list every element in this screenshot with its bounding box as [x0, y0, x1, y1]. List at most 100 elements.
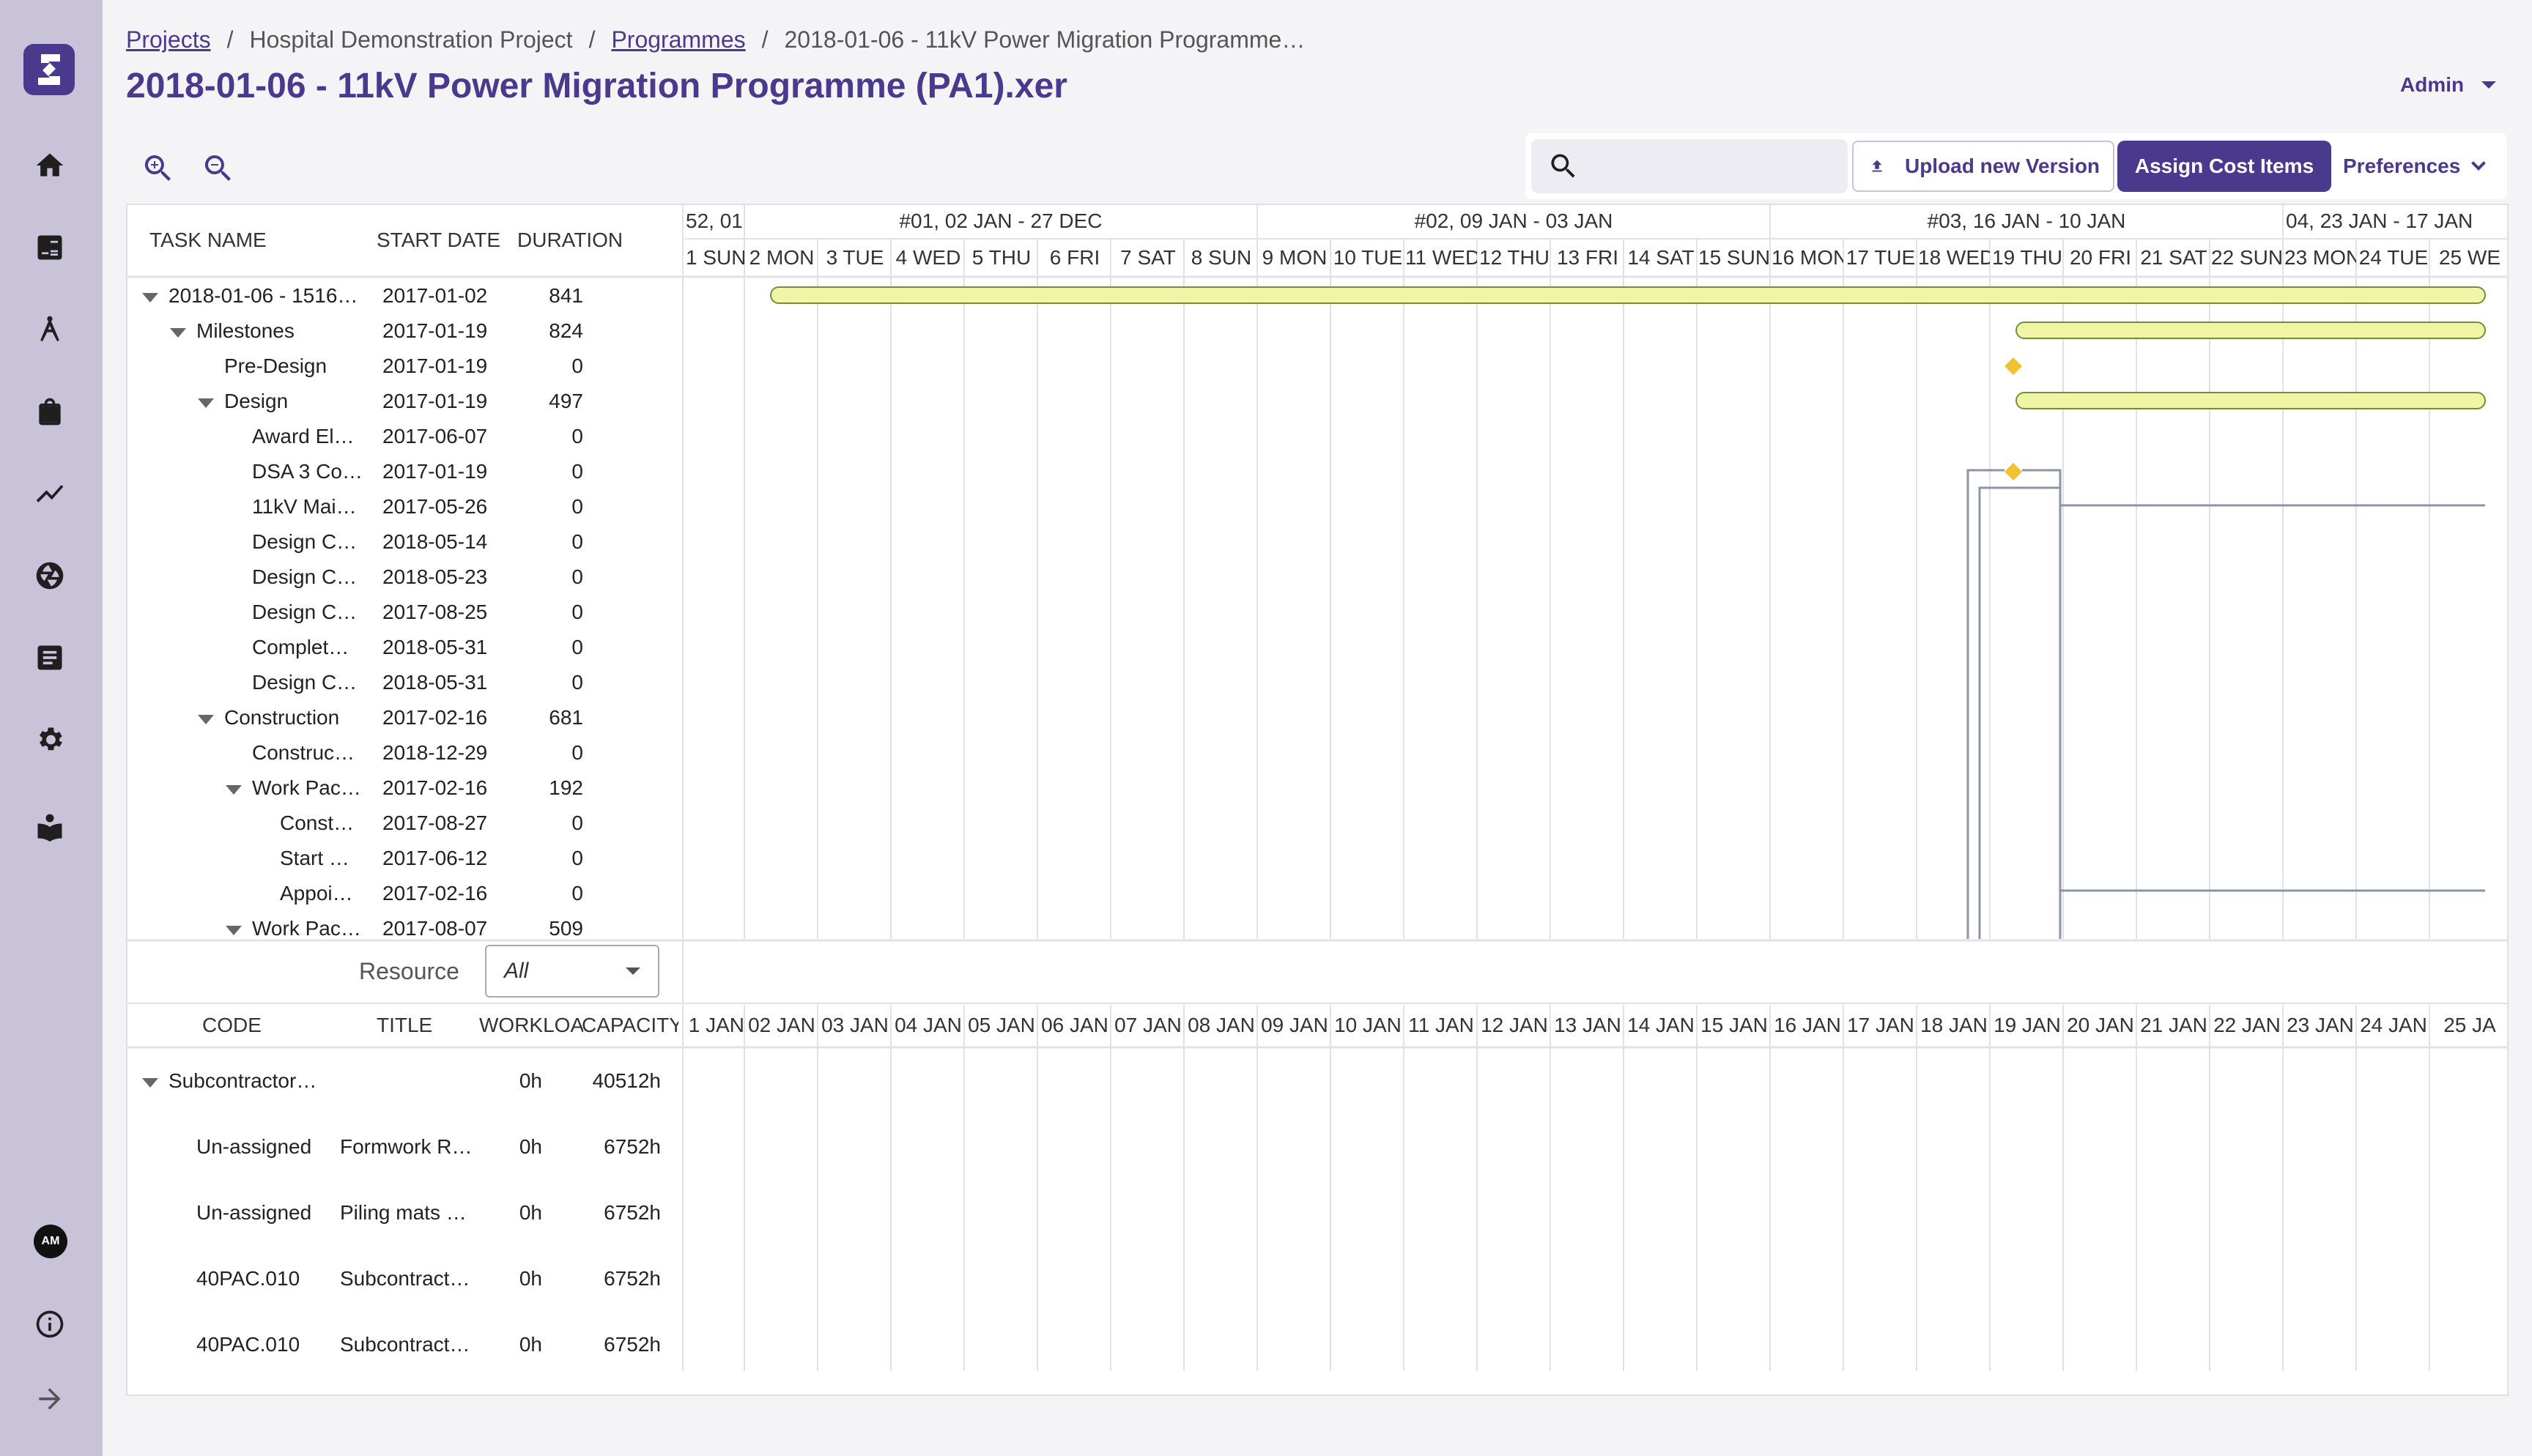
- task-duration: 0: [571, 354, 583, 377]
- task-name[interactable]: DSA 3 Co…: [252, 460, 363, 483]
- task-name[interactable]: 11kV Mai…: [252, 495, 357, 518]
- assign-cost-items-button[interactable]: Assign Cost Items: [2117, 141, 2331, 192]
- gear-icon[interactable]: [29, 719, 70, 760]
- zoom-out-button[interactable]: [201, 151, 236, 186]
- timeline-day-label: 17 TUE: [1846, 246, 1916, 269]
- task-start-date: 2017-08-25: [382, 601, 488, 623]
- timeline-day-label: 22 SUN: [2211, 246, 2283, 269]
- task-name[interactable]: Complet…: [252, 636, 349, 658]
- expand-toggle-icon[interactable]: [198, 398, 214, 408]
- expand-toggle-icon[interactable]: [142, 293, 158, 302]
- trend-icon[interactable]: [29, 473, 70, 514]
- col-header-code[interactable]: CODE: [202, 1014, 262, 1036]
- resource-day-label: 15 JAN: [1700, 1014, 1768, 1036]
- task-name[interactable]: Design C…: [252, 565, 358, 588]
- col-header-task-name[interactable]: TASK NAME: [149, 229, 267, 251]
- task-name[interactable]: Pre-Design: [224, 354, 327, 377]
- timeline-day-label: 7 SAT: [1120, 246, 1176, 269]
- col-header-start-date[interactable]: START DATE: [377, 229, 501, 251]
- task-name[interactable]: Work Pac…: [252, 776, 361, 799]
- expand-sidebar-icon[interactable]: [29, 1378, 70, 1419]
- timeline-day-label: 19 THU: [1992, 246, 2062, 269]
- app-logo[interactable]: [23, 44, 75, 95]
- breadcrumb-programmes-link[interactable]: Programmes: [611, 26, 746, 53]
- timeline-day-label: 5 THU: [971, 246, 1032, 269]
- resource-code[interactable]: Subcontractor…: [169, 1069, 317, 1092]
- col-header-duration[interactable]: DURATION: [517, 229, 623, 251]
- calculator-icon[interactable]: [29, 227, 70, 268]
- task-duration: 0: [571, 425, 583, 447]
- resource-code[interactable]: Un-assigned: [196, 1201, 312, 1224]
- home-icon[interactable]: [29, 145, 70, 186]
- resource-title: Piling mats …: [340, 1201, 467, 1224]
- briefcase-icon[interactable]: [29, 391, 70, 432]
- resource-code[interactable]: 40PAC.010: [196, 1267, 300, 1290]
- task-duration: 0: [571, 882, 583, 905]
- task-name[interactable]: Award El…: [252, 425, 355, 447]
- task-name[interactable]: Milestones: [196, 319, 295, 342]
- resource-code[interactable]: 40PAC.010: [196, 1333, 300, 1356]
- timeline-day-label: 18 WED: [1918, 246, 1990, 269]
- aperture-icon[interactable]: [29, 555, 70, 596]
- resource-day-label: 05 JAN: [968, 1014, 1035, 1036]
- task-name[interactable]: Construction: [224, 706, 340, 729]
- task-name[interactable]: Appoi…: [280, 882, 353, 905]
- timeline-day-label: 10 TUE: [1333, 246, 1403, 269]
- resource-filter-label: Resource: [359, 958, 459, 984]
- breadcrumb-projects-link[interactable]: Projects: [126, 26, 211, 53]
- compass-icon[interactable]: [29, 309, 70, 350]
- avatar[interactable]: AM: [34, 1225, 67, 1258]
- col-header-title[interactable]: TITLE: [377, 1014, 433, 1036]
- task-start-date: 2017-02-16: [382, 706, 488, 729]
- resource-day-label: 07 JAN: [1114, 1014, 1182, 1036]
- document-icon[interactable]: [29, 637, 70, 678]
- caret-down-icon: [2481, 81, 2497, 89]
- task-duration: 0: [571, 847, 583, 869]
- task-name[interactable]: Design C…: [252, 601, 358, 623]
- task-name[interactable]: Design C…: [252, 671, 358, 694]
- timeline-day-label: 6 FRI: [1049, 246, 1100, 269]
- resource-select[interactable]: All: [485, 945, 659, 998]
- resource-day-label: 04 JAN: [895, 1014, 962, 1036]
- task-name[interactable]: Design C…: [252, 530, 358, 553]
- task-name[interactable]: 2018-01-06 - 1516…: [169, 284, 358, 307]
- resource-capacity: 6752h: [604, 1333, 661, 1356]
- search-input[interactable]: [1590, 155, 1839, 178]
- zoom-in-icon: [144, 155, 171, 181]
- task-name[interactable]: Design: [224, 390, 289, 412]
- expand-toggle-icon[interactable]: [198, 715, 214, 724]
- task-name[interactable]: Construc…: [252, 741, 355, 764]
- task-name[interactable]: Start …: [280, 847, 349, 869]
- upload-new-version-button[interactable]: Upload new Version: [1852, 141, 2114, 192]
- timeline-week-label: #01, 02 JAN - 27 DEC: [899, 209, 1103, 232]
- expand-toggle-icon[interactable]: [170, 328, 186, 338]
- info-icon[interactable]: [29, 1304, 70, 1345]
- resource-day-label: 23 JAN: [2287, 1014, 2354, 1036]
- col-header-capacity[interactable]: CAPACITY: [582, 1014, 678, 1036]
- breadcrumb-separator: /: [226, 26, 234, 53]
- search-box[interactable]: [1531, 139, 1848, 193]
- breadcrumb-project: Hospital Demonstration Project: [249, 26, 573, 53]
- user-menu[interactable]: Admin: [2400, 73, 2497, 97]
- task-duration: 0: [571, 530, 583, 553]
- zoom-in-button[interactable]: [141, 151, 176, 186]
- task-name[interactable]: Work Pac…: [252, 917, 361, 940]
- col-header-workload[interactable]: WORKLOAD: [479, 1014, 583, 1036]
- expand-toggle-icon[interactable]: [142, 1078, 158, 1088]
- timeline-day-label: 14 SAT: [1627, 246, 1695, 269]
- expand-toggle-icon[interactable]: [226, 926, 242, 935]
- resource-capacity: 6752h: [604, 1201, 661, 1224]
- resource-code[interactable]: Un-assigned: [196, 1135, 312, 1158]
- sidebar: AM: [0, 0, 103, 1456]
- task-name[interactable]: Const…: [280, 811, 355, 834]
- task-duration: 0: [571, 565, 583, 588]
- task-start-date: 2017-01-19: [382, 354, 488, 377]
- book-icon[interactable]: [29, 807, 70, 848]
- resource-workload: 0h: [519, 1069, 542, 1092]
- timeline-day-label: 3 TUE: [826, 246, 884, 269]
- preferences-button[interactable]: Preferences: [2343, 141, 2503, 192]
- resource-day-label: 21 JAN: [2140, 1014, 2207, 1036]
- timeline-day-label: 16 MON: [1772, 246, 1843, 269]
- expand-toggle-icon[interactable]: [226, 785, 242, 795]
- upload-new-version-label: Upload new Version: [1904, 155, 2100, 177]
